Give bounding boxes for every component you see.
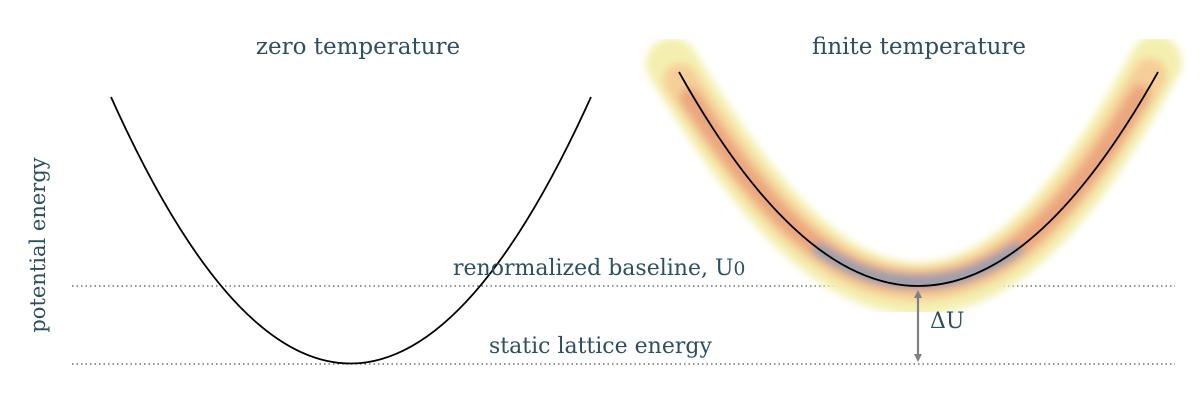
finite-temperature-curve: [678, 71, 1159, 287]
baseline-annotation-text: renormalized baseline, U: [453, 256, 734, 281]
thermal-distribution-band: [646, 36, 1182, 315]
thermal-band-core: [813, 243, 1023, 289]
baseline-annotation: renormalized baseline, U0: [453, 256, 745, 281]
left-panel-title: zero temperature: [255, 34, 461, 60]
right-panel-title: finite temperature: [811, 34, 1027, 60]
delta-u-label: ΔU: [930, 309, 965, 334]
baseline-annotation-subscript: 0: [733, 259, 746, 280]
static-lattice-annotation: static lattice energy: [489, 334, 712, 359]
zero-temperature-curve: [110, 96, 592, 365]
y-axis-label: potential energy: [26, 157, 50, 333]
